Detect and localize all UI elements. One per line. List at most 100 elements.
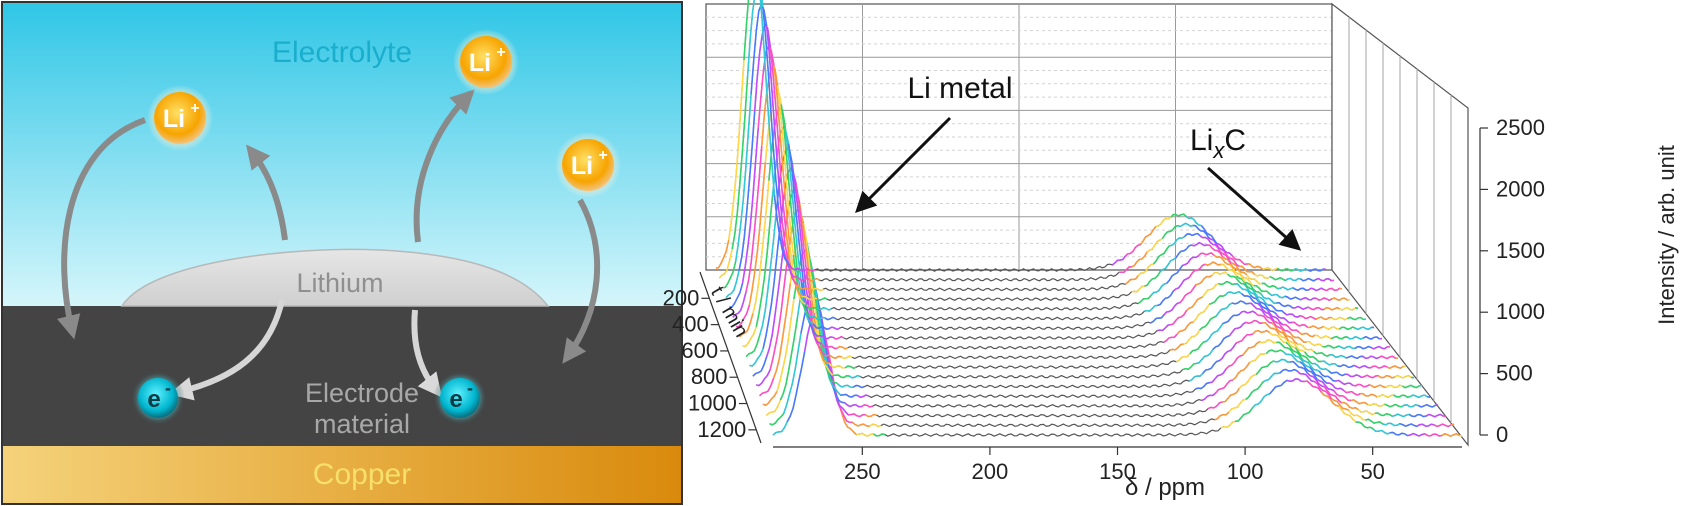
spectrum-peak-segment — [1348, 365, 1352, 369]
spectrum-peak-segment — [1333, 326, 1338, 330]
spectrum-peak-segment — [831, 384, 836, 389]
spectrum-peak-segment — [752, 161, 757, 196]
spectrum-peak-segment — [1350, 412, 1355, 417]
spectrum-peak-segment — [1269, 349, 1273, 352]
spectrum-peak-segment — [1309, 382, 1314, 388]
spectrum-peak-segment — [1355, 383, 1359, 387]
chart-traces — [715, 0, 1463, 437]
spectrum-peak-segment — [1210, 252, 1215, 256]
spectrum-peak-segment — [834, 327, 838, 331]
spectrum-peak-segment — [1326, 389, 1331, 395]
spectrum-peak-segment — [823, 326, 827, 330]
spectrum-peak-segment — [1322, 381, 1327, 387]
spectrum-peak-segment — [1370, 355, 1374, 358]
spectrum-peak-segment — [1184, 292, 1189, 297]
spectrum-peak-segment — [742, 291, 747, 303]
spectrum-peak-segment — [1300, 338, 1305, 343]
spectrum-peak-segment — [783, 241, 789, 257]
spectrum-peak-segment — [750, 236, 755, 262]
spectrum-peak-segment — [1172, 288, 1177, 292]
spectrum-peak-segment — [1277, 335, 1282, 340]
spectrum-peak-segment — [835, 394, 840, 401]
spectrum-peak-segment — [1259, 340, 1263, 344]
spectrum-peak-segment — [1360, 384, 1365, 388]
spectrum-peak-segment — [1379, 393, 1383, 397]
spectrum-peak-segment — [1215, 262, 1219, 266]
spectrum-peak-segment — [1267, 339, 1271, 342]
spectrum-peak-segment — [815, 287, 819, 291]
spectrum-peak-segment — [1380, 365, 1385, 369]
spectrum-peak-segment — [1182, 367, 1186, 371]
spectrum-peak-segment — [1294, 341, 1299, 345]
spectrum-peak-segment — [1372, 428, 1377, 432]
svg-text:e: e — [449, 386, 462, 413]
spectrum-peak-segment — [726, 260, 731, 271]
spectrum-peak-segment — [759, 392, 763, 397]
spectrum-peak-segment — [1346, 403, 1351, 408]
spectrum-peak-segment — [832, 387, 837, 395]
spectrum-peak-segment — [1302, 345, 1307, 350]
spectrum-peak-segment — [836, 400, 841, 407]
spectrum-peak-segment — [744, 330, 749, 334]
spectrum-peak-segment — [1324, 385, 1329, 390]
spectrum-peak-segment — [1261, 274, 1266, 279]
spectrum-peak-segment — [1202, 369, 1207, 374]
spectrum-peak-segment — [1399, 422, 1403, 426]
spectrum-peak-segment — [1305, 360, 1309, 364]
spectrum-peak-segment — [1235, 387, 1240, 394]
spectrum-peak-segment — [1225, 365, 1230, 370]
spectrum-peak-segment — [1269, 390, 1274, 395]
spectrum-peak-segment — [751, 350, 755, 354]
spectrum-peak-segment — [812, 268, 816, 272]
spectrum-peak-segment — [1190, 321, 1194, 324]
spectrum-peak-segment — [1336, 287, 1340, 291]
spectrum-peak-segment — [1225, 266, 1230, 271]
spectrum-peak-segment — [823, 306, 827, 310]
spectrum-peak-segment — [1225, 320, 1229, 324]
spectrum-peak-segment — [767, 398, 773, 404]
spectrum-peak-segment — [1326, 298, 1330, 302]
spectrum-peak-segment — [1323, 307, 1328, 311]
spectrum-peak-segment — [824, 351, 829, 369]
spectrum-peak-segment — [780, 155, 786, 188]
spectrum-peak-segment — [1245, 281, 1249, 285]
spectrum-peak-segment — [1267, 324, 1272, 329]
spectrum-peak-segment — [1360, 337, 1364, 340]
spectrum-peak-segment — [1382, 393, 1386, 397]
spectrum-peak-segment — [1248, 321, 1252, 325]
spectrum-peak-segment — [1418, 395, 1422, 399]
spectrum-peak-segment — [843, 402, 848, 406]
spectrum-peak-segment — [802, 269, 806, 272]
spectrum-peak-segment — [1383, 365, 1388, 368]
spectrum-peak-segment — [1240, 282, 1244, 285]
spectrum-peak-segment — [1310, 315, 1314, 319]
spectrum-peak-segment — [1124, 253, 1129, 257]
spectrum-peak-segment — [1163, 282, 1168, 285]
spectrum-peak-segment — [1316, 364, 1321, 370]
spectrum-peak-segment — [1302, 359, 1306, 363]
spectrum-peak-segment — [1252, 288, 1257, 293]
spectrum-peak-segment — [1241, 261, 1246, 266]
spectrum-peak-segment — [1218, 263, 1222, 266]
spectrum-peak-segment — [1223, 425, 1227, 429]
spectrum-peak-segment — [1302, 268, 1307, 271]
spectrum-peak-segment — [792, 201, 797, 233]
spectrum-peak-segment — [1218, 308, 1223, 314]
spectrum-peak-segment — [807, 306, 811, 310]
spectrum-peak-segment — [1413, 424, 1418, 428]
spectrum-peak-segment — [844, 421, 849, 428]
spectrum-peak-segment — [1376, 336, 1380, 340]
spectrum-peak-segment — [1236, 355, 1241, 359]
spectrum-peak-segment — [735, 270, 740, 282]
spectrum-peak-segment — [751, 111, 756, 148]
spectrum-peak-segment — [1381, 429, 1385, 434]
spectrum-peak-segment — [1288, 353, 1292, 356]
spectrum-peak-segment — [764, 289, 769, 311]
spectrum-peak-segment — [825, 361, 830, 365]
spectrum-peak-segment — [801, 271, 806, 295]
spectrum-peak-segment — [815, 326, 819, 330]
spectrum-peak-segment — [802, 287, 806, 291]
spectrum-peak-segment — [1278, 358, 1283, 363]
spectrum-peak-segment — [1259, 266, 1263, 270]
spectrum-peak-segment — [1256, 385, 1261, 390]
